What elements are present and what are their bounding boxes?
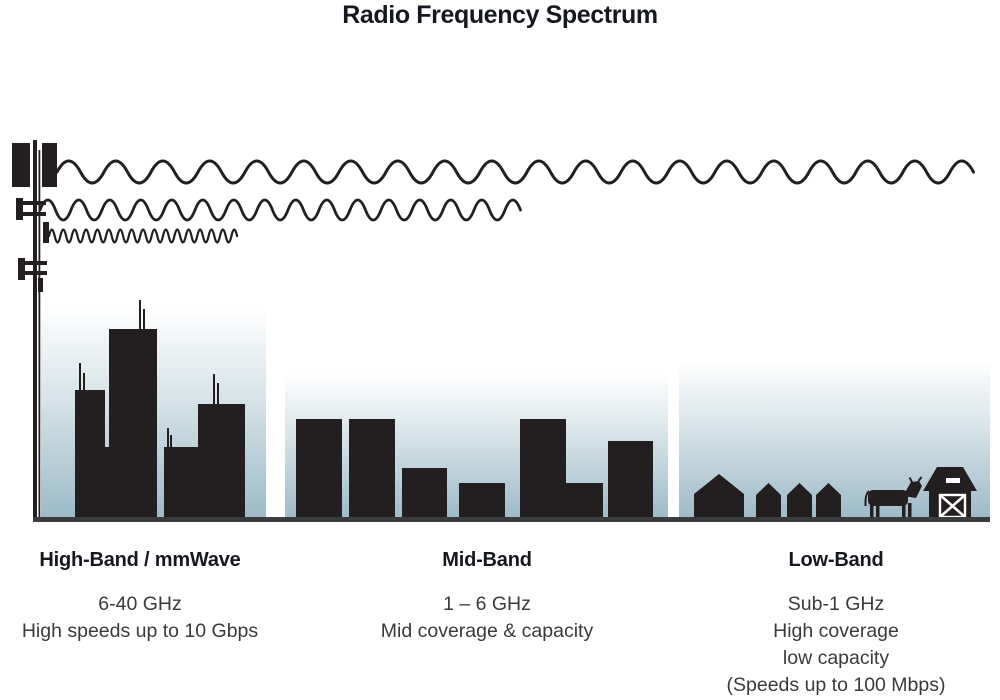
house — [694, 474, 744, 520]
cow-leg — [908, 503, 912, 518]
mid-band-skyline — [296, 419, 653, 520]
tower-top-left-antenna-panel — [12, 143, 30, 187]
band-desc-low: Sub-1 GHz High coverage low capacity (Sp… — [686, 591, 986, 699]
skyscraper — [103, 447, 110, 520]
barn-door-cross — [939, 494, 966, 518]
barn-icon — [923, 467, 977, 520]
barn-roof-vent — [946, 478, 960, 483]
building — [459, 483, 505, 520]
cow-horns — [908, 476, 923, 483]
low-band-scene — [694, 467, 977, 520]
skyscraper — [75, 390, 105, 520]
low-frequency-long-range-wave — [55, 159, 975, 185]
building — [402, 468, 447, 520]
band-desc-line: 6-40 GHz — [98, 593, 182, 615]
band-label-high: High-Band / mmWave — [39, 549, 241, 571]
cow-tail — [864, 490, 870, 507]
band-label-low: Low-Band — [788, 549, 884, 571]
cow-leg — [876, 503, 880, 518]
band-desc-line: Sub-1 GHz — [787, 593, 885, 615]
ground-line — [33, 517, 990, 522]
antenna-panel — [43, 222, 49, 243]
skyscraper — [164, 447, 198, 520]
page-title: Radio Frequency Spectrum — [342, 1, 658, 29]
antenna-crossbar — [18, 261, 47, 265]
tower-top-right-antenna-panel — [42, 143, 57, 187]
building — [566, 483, 603, 520]
tower-mast — [33, 140, 37, 520]
house — [756, 483, 781, 520]
tower-lower-antenna-cluster — [18, 258, 47, 292]
radio-waves — [38, 159, 975, 244]
cow-icon — [864, 476, 923, 518]
skyscraper — [109, 329, 157, 520]
skyscraper — [198, 404, 245, 520]
building — [349, 419, 395, 520]
house — [816, 483, 841, 520]
mid-frequency-mid-range-wave — [38, 198, 522, 222]
band-label-mid: Mid-Band — [442, 549, 532, 571]
house — [787, 483, 812, 520]
band-desc-line: Mid coverage & capacity — [380, 620, 594, 642]
high-frequency-short-range-wave — [47, 228, 239, 244]
antenna-crossbar — [16, 212, 46, 216]
tower-mid-antenna-cluster — [16, 198, 49, 243]
building — [520, 419, 566, 520]
cow-body — [868, 490, 908, 506]
band-desc-line: low capacity — [782, 647, 890, 669]
band-desc-line: 1 – 6 GHz — [443, 593, 531, 615]
cow-leg — [870, 503, 874, 518]
antenna-crossbar — [18, 271, 47, 275]
band-desc-line: High speeds up to 10 Gbps — [21, 620, 259, 642]
cell-tower-icon — [12, 140, 57, 520]
antenna-panel — [18, 258, 25, 280]
band-desc-high: 6-40 GHz High speeds up to 10 Gbps — [0, 591, 280, 645]
antenna-crossbar — [16, 201, 46, 205]
band-desc-mid: 1 – 6 GHz Mid coverage & capacity — [347, 591, 627, 645]
barn-door — [938, 493, 967, 519]
antenna-stub — [38, 278, 43, 292]
cow-head — [903, 481, 922, 498]
band-desc-line: (Speeds up to 100 Mbps) — [726, 674, 946, 696]
rooftop-antennas — [79, 300, 219, 448]
tower-mast-line — [38, 150, 41, 520]
band-desc-line: High coverage — [773, 620, 899, 642]
antenna-panel — [16, 198, 23, 220]
cow-leg — [902, 503, 906, 518]
building — [608, 441, 653, 520]
high-band-skyline — [75, 300, 245, 520]
building — [296, 419, 342, 520]
